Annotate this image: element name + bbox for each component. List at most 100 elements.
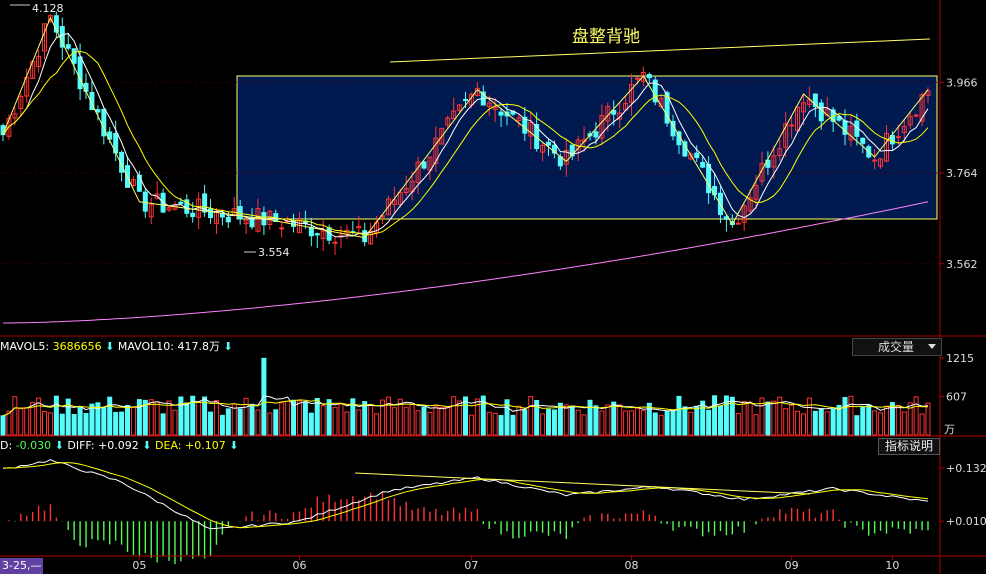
volume-bar: [273, 409, 279, 436]
volume-bar: [320, 405, 326, 436]
volume-bar: [125, 405, 131, 436]
candle-body: [397, 191, 403, 205]
volume-bar: [409, 402, 415, 436]
x-tick-label: 09: [785, 559, 799, 572]
volume-bar: [765, 401, 771, 436]
candle-body: [439, 127, 445, 145]
candle-body: [36, 55, 42, 67]
volume-bar: [326, 399, 332, 436]
volume-bar: [95, 402, 101, 436]
candle-body: [611, 109, 617, 115]
volume-bar: [516, 405, 522, 436]
diff-label: DIFF:: [67, 439, 99, 452]
candle-body: [255, 208, 261, 232]
candle-body: [771, 155, 777, 168]
volume-bar: [332, 406, 338, 436]
macd-tick-label: +0.010: [946, 515, 986, 528]
candles-layer: [0, 11, 931, 256]
low-price-label: 3.554: [258, 246, 290, 259]
volume-bar: [812, 410, 818, 436]
candle-body: [563, 149, 569, 165]
volume-bar: [77, 406, 83, 436]
volume-bar: [860, 406, 866, 436]
candle-body: [427, 156, 433, 171]
volume-bar: [0, 415, 6, 436]
candle-body: [783, 123, 789, 148]
dea-line: [2, 462, 929, 529]
candle-body: [528, 121, 534, 137]
volume-bar: [6, 410, 12, 436]
candle-body: [789, 124, 795, 127]
volume-bar: [587, 399, 593, 436]
down-arrow-icon: ⬇: [138, 439, 156, 452]
candle-body: [759, 162, 765, 182]
macd-value: -0.030: [15, 439, 52, 452]
volume-bar: [540, 413, 546, 436]
candle-body: [12, 113, 18, 119]
candle-body: [136, 174, 142, 192]
volume-bar: [433, 405, 439, 436]
volume-bar: [658, 414, 664, 436]
price-tick-label: 3.562: [946, 258, 978, 271]
candle-body: [522, 116, 528, 134]
volume-indicator-dropdown[interactable]: 成交量: [852, 338, 942, 356]
volume-bar: [818, 408, 824, 436]
volume-bar: [800, 413, 806, 436]
volume-bar: [599, 410, 605, 436]
volume-bar: [36, 397, 42, 436]
candle-body: [202, 193, 208, 213]
candle-body: [142, 191, 148, 212]
volume-bar: [783, 408, 789, 436]
volume-bar: [12, 396, 18, 436]
volume-unit: 万: [944, 423, 955, 436]
x-tick-label: 07: [464, 559, 478, 572]
dropdown-label: 成交量: [878, 340, 915, 354]
volume-bar: [605, 404, 611, 436]
candle-body: [166, 207, 172, 211]
candle-body: [706, 163, 712, 194]
candle-body: [878, 158, 884, 167]
candle-body: [593, 131, 599, 138]
volume-bar: [59, 413, 65, 436]
volume-bar: [569, 405, 575, 436]
candle-body: [415, 161, 421, 184]
candle-body: [700, 162, 706, 168]
candle-body: [95, 109, 101, 113]
volume-bar: [397, 398, 403, 436]
volume-bar: [184, 402, 190, 436]
candle-body: [925, 90, 931, 96]
volume-bar: [267, 412, 273, 436]
macd-tick-label: +0.132: [946, 462, 986, 475]
volume-bar: [806, 397, 812, 436]
candle-body: [403, 187, 409, 193]
indicator-help-button[interactable]: 指标说明: [878, 438, 940, 455]
volume-bar: [237, 408, 243, 436]
volume-bar: [854, 415, 860, 436]
candle-body: [818, 102, 824, 122]
down-arrow-icon: ⬇: [101, 340, 118, 353]
candle-body: [812, 93, 818, 107]
volume-bar: [510, 414, 516, 436]
volume-bar: [925, 402, 931, 436]
volume-bar: [534, 400, 540, 436]
candle-body: [777, 148, 783, 156]
volume-bar: [789, 404, 795, 436]
dea-label: DEA:: [155, 439, 185, 452]
volume-bar: [634, 407, 640, 436]
volume-bar: [593, 405, 599, 436]
volume-bar: [178, 396, 184, 436]
candle-body: [640, 71, 646, 82]
candle-body: [243, 219, 249, 225]
volume-tick-label: 607: [946, 391, 967, 404]
volume-bar: [646, 402, 652, 436]
volume-bar: [795, 410, 801, 436]
candle-body: [59, 26, 65, 48]
volume-bar: [196, 401, 202, 436]
candle-body: [795, 106, 801, 132]
candle-body: [77, 56, 83, 90]
volume-bar: [581, 414, 587, 436]
ma-long-layer: [3, 201, 929, 324]
volume-bar: [296, 400, 302, 436]
volume-bar: [308, 412, 314, 436]
